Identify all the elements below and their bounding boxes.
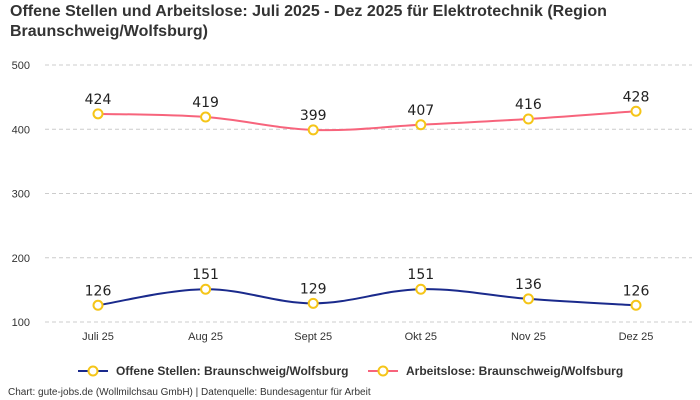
data-point: [522, 293, 534, 305]
x-tick-label: Okt 25: [405, 331, 437, 343]
legend-marker: [87, 365, 99, 377]
data-point: [415, 119, 427, 131]
data-label: 151: [407, 267, 434, 283]
y-tick-label: 200: [12, 253, 30, 265]
legend-label: Offene Stellen: Braunschweig/Wolfsburg: [116, 364, 348, 378]
data-label: 419: [192, 95, 219, 111]
data-point: [200, 111, 212, 123]
data-label: 151: [192, 267, 219, 283]
x-tick-label: Nov 25: [511, 331, 546, 343]
x-tick-label: Dez 25: [619, 331, 654, 343]
data-label: 129: [300, 281, 327, 297]
x-tick-label: Aug 25: [188, 331, 223, 343]
y-tick-label: 400: [12, 124, 30, 136]
chart-title: Offene Stellen und Arbeitslose: Juli 202…: [10, 3, 607, 40]
data-label: 126: [623, 283, 650, 299]
data-point: [307, 124, 319, 136]
data-point: [630, 105, 642, 117]
data-point: [630, 299, 642, 311]
data-label: 416: [515, 97, 542, 113]
data-label: 424: [85, 92, 112, 108]
x-tick-label: Juli 25: [82, 331, 114, 343]
data-point: [92, 299, 104, 311]
data-point: [415, 283, 427, 295]
series-line: [97, 110, 637, 132]
data-point: [522, 113, 534, 125]
data-label: 126: [85, 283, 112, 299]
data-point: [200, 283, 212, 295]
y-tick-label: 100: [12, 317, 30, 329]
legend-marker: [377, 365, 389, 377]
y-tick-label: 300: [12, 189, 30, 201]
x-tick-label: Sept 25: [294, 331, 332, 343]
data-label: 399: [300, 108, 327, 124]
source-credit: Chart: gute-jobs.de (Wollmilchsau GmbH) …: [8, 387, 371, 398]
data-point: [92, 108, 104, 120]
data-label: 136: [515, 277, 542, 293]
data-label: 407: [407, 103, 434, 119]
y-tick-label: 500: [12, 60, 30, 72]
data-label: 428: [623, 89, 650, 105]
data-point: [307, 297, 319, 309]
legend-label: Arbeitslose: Braunschweig/Wolfsburg: [406, 364, 623, 378]
series-line: [97, 288, 637, 307]
